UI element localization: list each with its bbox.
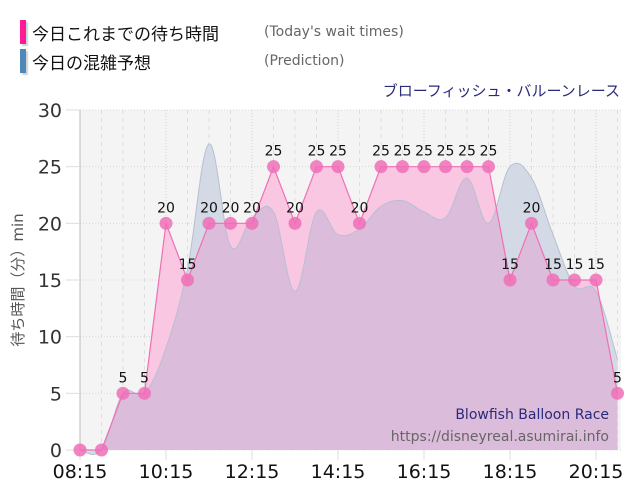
y-tick-label: 5 — [50, 383, 62, 405]
data-point — [224, 216, 237, 230]
data-point-label: 20 — [243, 200, 261, 216]
data-point-label: 25 — [329, 144, 347, 160]
x-tick-label: 14:15 — [311, 461, 366, 483]
data-point — [568, 273, 581, 287]
y-tick-label: 0 — [50, 440, 62, 462]
data-point — [353, 216, 366, 230]
data-point-label: 5 — [140, 370, 149, 386]
data-point — [116, 386, 130, 400]
data-point-label: 15 — [544, 257, 562, 273]
data-point — [396, 160, 409, 174]
data-point — [546, 273, 560, 287]
data-point-label: 15 — [179, 257, 197, 273]
watermark-attraction: Blowfish Balloon Race — [455, 407, 609, 423]
data-point — [310, 160, 323, 174]
legend-today-label-en: (Today's wait times) — [264, 24, 404, 40]
data-point-label: 25 — [415, 144, 433, 160]
data-point — [611, 386, 624, 400]
data-point-label: 25 — [458, 144, 476, 160]
data-point-label: 20 — [351, 200, 369, 216]
axes: 0 5 10 15 20 25 30 08:15 10:15 12:15 14:15 16:15 18:… — [38, 100, 624, 483]
data-point — [159, 216, 173, 230]
x-tick-label: 12:15 — [225, 461, 280, 483]
x-tick-label: 18:15 — [483, 461, 538, 483]
data-point — [267, 160, 280, 174]
data-point — [73, 443, 87, 457]
data-point — [417, 160, 431, 174]
data-point — [439, 160, 452, 174]
data-point — [181, 273, 194, 287]
data-areas — [79, 143, 619, 455]
legend-prediction-label-en: (Prediction) — [264, 53, 345, 69]
data-point-label: 25 — [372, 144, 390, 160]
data-point-label: 20 — [157, 200, 175, 216]
data-point-label: 20 — [222, 200, 240, 216]
data-point — [138, 386, 151, 400]
data-point-label: 15 — [501, 257, 519, 273]
data-point-label: 25 — [394, 144, 412, 160]
y-tick-label: 25 — [38, 157, 62, 179]
data-point-label: 20 — [523, 200, 541, 216]
data-point-label: 5 — [613, 370, 622, 386]
data-point — [288, 216, 302, 230]
data-point — [331, 160, 345, 174]
x-tick-label: 10:15 — [139, 461, 194, 483]
legend-today-label-jp: 今日これまでの待ち時間 — [32, 24, 219, 45]
y-tick-label: 15 — [38, 270, 62, 292]
y-axis-label: 待ち時間（分）min — [9, 213, 27, 346]
data-point — [525, 216, 538, 230]
data-point — [202, 216, 216, 230]
y-tick-label: 10 — [38, 327, 62, 349]
data-point-label: 25 — [308, 144, 326, 160]
legend-prediction-label-jp: 今日の混雑予想 — [32, 53, 151, 74]
chart-title: ブローフィッシュ・バルーンレース — [382, 82, 620, 100]
legend-today: 今日これまでの待ち時間 (Today's wait times) — [20, 20, 404, 45]
data-point-label: 20 — [200, 200, 218, 216]
x-tick-label: 20:15 — [569, 461, 624, 483]
data-point — [482, 160, 495, 174]
watermark-url: https://disneyreal.asumirai.info — [391, 429, 609, 445]
data-point — [245, 216, 259, 230]
today-data-points — [73, 160, 624, 457]
y-tick-label: 30 — [38, 100, 62, 122]
legend-swatch-today — [20, 20, 26, 44]
data-point — [503, 273, 517, 287]
y-tick-label: 20 — [38, 213, 62, 235]
data-point-label: 15 — [566, 257, 584, 273]
data-point — [460, 160, 474, 174]
x-tick-label: 16:15 — [397, 461, 452, 483]
data-point-label: 25 — [265, 144, 283, 160]
data-point — [589, 273, 603, 287]
legend-swatch-prediction — [20, 49, 26, 73]
x-tick-label: 08:15 — [53, 461, 108, 483]
data-point-label: 5 — [119, 370, 128, 386]
data-point-label: 20 — [286, 200, 304, 216]
data-point — [374, 160, 388, 174]
data-point — [95, 443, 108, 457]
data-point-label: 25 — [437, 144, 455, 160]
data-point-label: 25 — [480, 144, 498, 160]
legend-prediction: 今日の混雑予想 (Prediction) — [20, 49, 345, 74]
data-point-label: 15 — [587, 257, 605, 273]
